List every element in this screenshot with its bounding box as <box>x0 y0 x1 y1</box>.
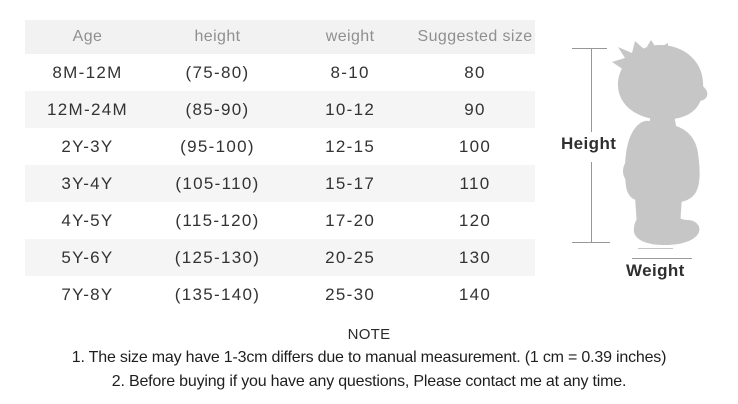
table-cell: 110 <box>415 165 535 202</box>
table-cell: (115-120) <box>175 210 260 230</box>
table-cell: 90 <box>415 91 535 128</box>
silhouette-hand <box>623 159 641 183</box>
table-cell: 12M-24M <box>25 91 150 128</box>
table-row: 4Y-5Y (115-120) 17-20 120 <box>25 202 535 239</box>
table-cell: (75-80) <box>185 62 250 82</box>
table-cell: 12-15 <box>325 136 376 156</box>
col-header-suggested-size: Suggested size <box>415 20 535 54</box>
table-row: 2Y-3Y (95-100) 12-15 100 <box>25 128 535 165</box>
table-row: 12M-24M (85-90) 10-12 90 <box>25 91 535 128</box>
table-header-row: Age height weight Suggested size <box>25 20 535 54</box>
silhouette-face <box>685 82 708 109</box>
table-row: 7Y-8Y (135-140) 25-30 140 <box>25 276 535 313</box>
silhouette-body <box>625 112 700 210</box>
table-cell: (125-130) <box>149 239 286 276</box>
table-cell: 10-12 <box>285 91 416 128</box>
col-header-weight: weight <box>285 20 416 54</box>
table-cell: 4Y-5Y <box>61 210 114 230</box>
height-line-bottom-tick <box>572 242 610 243</box>
weight-line-short <box>638 248 673 249</box>
table-cell: 140 <box>458 284 492 304</box>
table-row: 5Y-6Y (125-130) 20-25 130 <box>25 239 535 276</box>
weight-label: Weight <box>626 261 685 280</box>
note-section: NOTE 1. The size may have 1-3cm differs … <box>0 326 738 397</box>
table-cell: 17-20 <box>325 210 376 230</box>
height-line-top-tick <box>572 48 607 49</box>
silhouette-shoe <box>633 215 700 245</box>
note-line-1: 1. The size may have 1-3cm differs due t… <box>71 349 667 366</box>
table-cell: 100 <box>458 136 492 156</box>
table-cell: (105-110) <box>149 165 286 202</box>
table-cell: (85-90) <box>149 91 286 128</box>
table-cell: 130 <box>415 239 535 276</box>
table-cell: 7Y-8Y <box>61 284 114 304</box>
weight-line-long <box>632 258 692 259</box>
table-cell: 20-25 <box>285 239 416 276</box>
note-line-2: 2. Before buying if you have any questio… <box>111 373 627 390</box>
table-cell: 2Y-3Y <box>61 136 114 156</box>
height-label: Height <box>561 134 617 153</box>
table-cell: 80 <box>464 62 486 82</box>
col-header-age: Age <box>25 20 150 54</box>
col-header-height: height <box>149 20 286 54</box>
table-cell: 25-30 <box>325 284 376 304</box>
table-cell: 3Y-4Y <box>25 165 150 202</box>
table-cell: 120 <box>458 210 492 230</box>
table-row: 8M-12M (75-80) 8-10 80 <box>25 54 535 91</box>
table-cell: 8-10 <box>330 62 370 82</box>
silhouette-head <box>617 45 704 120</box>
table-cell: 15-17 <box>285 165 416 202</box>
note-title: NOTE <box>347 326 391 343</box>
table-cell: 5Y-6Y <box>25 239 150 276</box>
height-dimension-line-lower <box>591 162 592 243</box>
child-silhouette <box>612 40 708 245</box>
size-table: Age height weight Suggested size 8M-12M (… <box>25 20 535 313</box>
table-cell: (95-100) <box>180 136 255 156</box>
table-cell: 8M-12M <box>52 62 123 82</box>
height-dimension-line-upper <box>591 49 592 132</box>
size-table-body: 8M-12M (75-80) 8-10 80 12M-24M (85-90) 10-12 90… <box>25 54 535 313</box>
measurement-figure: Height Weight <box>555 30 738 300</box>
table-cell: (135-140) <box>174 284 261 304</box>
table-row: 3Y-4Y (105-110) 15-17 110 <box>25 165 535 202</box>
